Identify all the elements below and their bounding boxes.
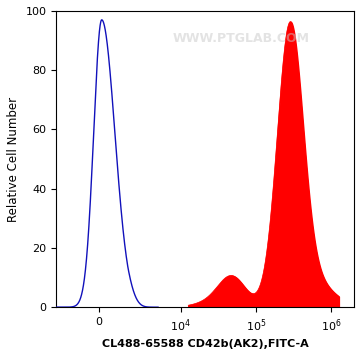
X-axis label: CL488-65588 CD42b(AK2),FITC-A: CL488-65588 CD42b(AK2),FITC-A	[102, 339, 309, 349]
Y-axis label: Relative Cell Number: Relative Cell Number	[7, 96, 20, 222]
Text: WWW.PTGLAB.COM: WWW.PTGLAB.COM	[173, 32, 309, 45]
